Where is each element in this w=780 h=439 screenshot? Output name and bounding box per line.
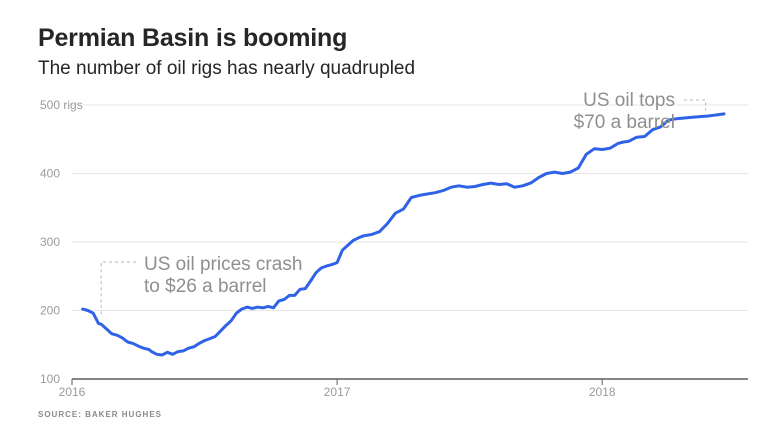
annotation-text: US oil tops — [583, 90, 675, 111]
x-tick-label: 2017 — [324, 385, 351, 399]
y-tick-label: 500 rigs — [40, 98, 83, 112]
y-tick-label: 300 — [40, 235, 60, 249]
x-tick-label: 2016 — [59, 385, 86, 399]
annotation-leader — [100, 261, 136, 315]
chart-title: Permian Basin is booming — [38, 24, 348, 52]
chart-subtitle: The number of oil rigs has nearly quadru… — [38, 58, 416, 79]
x-tick-label: 2018 — [589, 385, 616, 399]
y-tick-label: 100 — [40, 372, 60, 386]
series-line — [81, 112, 726, 357]
annotation-leader — [684, 99, 707, 111]
y-tick-label: 400 — [40, 167, 60, 181]
annotation-text: US oil prices crash — [144, 254, 302, 275]
source-note: SOURCE: BAKER HUGHES — [38, 410, 163, 419]
annotation-text: $70 a barrel — [574, 112, 675, 133]
annotation-text: to $26 a barrel — [144, 276, 267, 297]
y-tick-label: 200 — [40, 304, 60, 318]
